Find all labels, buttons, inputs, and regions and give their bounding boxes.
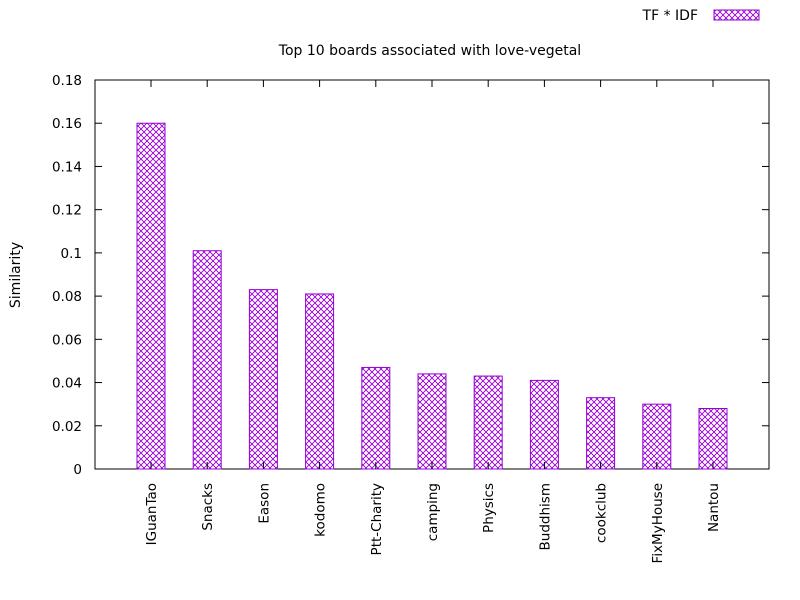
x-category-label: Eason xyxy=(256,483,272,524)
y-axis-title: Similarity xyxy=(8,242,24,308)
bars xyxy=(136,80,728,470)
x-category-label: Snacks xyxy=(200,483,216,531)
bar-kodomo xyxy=(305,293,335,470)
bar-nantou xyxy=(698,407,728,470)
y-tick-label: 0.04 xyxy=(52,376,82,392)
legend-label: TF * IDF xyxy=(642,8,698,24)
bar-buddhism xyxy=(529,379,559,470)
y-tick-label: 0 xyxy=(73,462,82,478)
x-category-label: kodomo xyxy=(313,483,329,537)
x-axis-labels: IGuanTao Snacks Eason kodomo Ptt-Charity camp… xyxy=(144,483,722,563)
x-category-label: Buddhism xyxy=(537,483,553,550)
y-tick-label: 0.16 xyxy=(52,116,82,132)
y-tick-label: 0.1 xyxy=(61,246,82,262)
legend-swatch xyxy=(713,9,760,21)
x-category-label: Physics xyxy=(481,483,497,533)
y-tick-label: 0.18 xyxy=(52,73,82,89)
bar-cookclub xyxy=(586,397,616,470)
x-category-label: cookclub xyxy=(594,483,610,543)
bar-eason xyxy=(248,289,278,470)
y-tick-label: 0.08 xyxy=(52,289,82,305)
x-category-label: FixMyHouse xyxy=(650,483,666,563)
bar-iguantao xyxy=(136,122,166,470)
x-category-label: camping xyxy=(425,483,441,541)
y-tick-label: 0.12 xyxy=(52,203,82,219)
legend: TF * IDF xyxy=(642,8,760,24)
bar-camping xyxy=(417,373,447,470)
bar-physics xyxy=(473,375,503,470)
y-tick-label: 0.14 xyxy=(52,159,82,175)
bar-fixmyhouse xyxy=(642,403,672,470)
y-tick-label: 0.02 xyxy=(52,419,82,435)
bar-ptt-charity xyxy=(361,366,391,470)
y-tick-label: 0.06 xyxy=(52,332,82,348)
y-axis: 0 0.02 0.04 0.06 0.08 0.1 0.12 0.14 0.16 0.18 xyxy=(52,73,769,478)
x-category-label: IGuanTao xyxy=(144,483,160,545)
bar-snacks xyxy=(192,250,222,470)
chart-title: Top 10 boards associated with love-veget… xyxy=(278,43,581,59)
x-category-label: Ptt-Charity xyxy=(369,483,385,555)
x-category-label: Nantou xyxy=(706,483,722,532)
